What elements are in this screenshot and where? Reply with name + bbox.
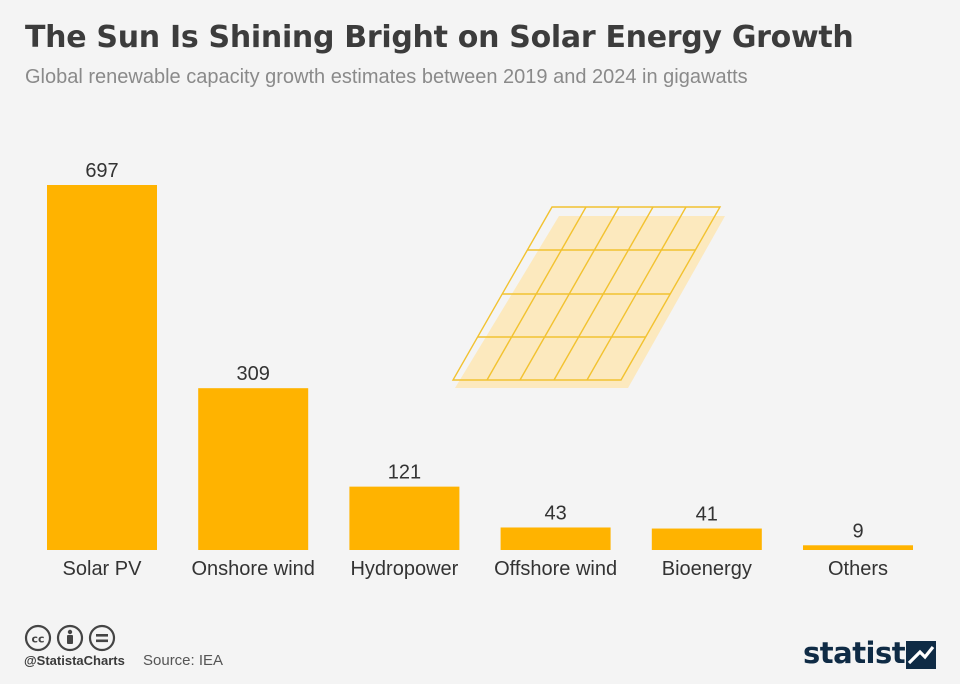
bar-value-solar-pv: 697 — [85, 160, 118, 182]
bar-hydropower — [349, 486, 460, 550]
bar-value-bioenergy: 41 — [696, 504, 718, 526]
footer-source: Source: IEA — [143, 652, 224, 669]
bar-value-offshore-wind: 43 — [544, 502, 566, 524]
bar-others — [803, 545, 913, 550]
category-label-onshore-wind: Onshore wind — [191, 558, 314, 580]
bar-bioenergy — [651, 528, 762, 550]
chart-subtitle: Global renewable capacity growth estimat… — [25, 66, 748, 88]
footer-handle[interactable]: @StatistaCharts — [24, 653, 125, 668]
bars-layer: 697 Solar PV 309 Onshore wind 121 Hydropower 4… — [47, 160, 913, 580]
statista-logo-icon — [906, 641, 936, 669]
bar-value-others: 9 — [852, 520, 863, 542]
no-derivatives-icon — [88, 624, 116, 652]
category-label-others: Others — [828, 558, 888, 580]
category-label-offshore-wind: Offshore wind — [494, 558, 617, 580]
creative-commons-icon: cc — [24, 624, 52, 652]
bar-value-hydropower: 121 — [388, 462, 421, 484]
solar-panel-icon — [451, 206, 725, 388]
license-icons: cc — [24, 624, 116, 652]
attribution-icon — [56, 624, 84, 652]
bar-chart: 697 Solar PV 309 Onshore wind 121 Hydropower 4… — [47, 160, 913, 580]
category-label-bioenergy: Bioenergy — [662, 558, 752, 580]
bar-value-onshore-wind: 309 — [237, 363, 270, 385]
bar-offshore-wind — [500, 527, 611, 550]
category-label-hydropower: Hydropower — [350, 558, 458, 580]
svg-text:cc: cc — [31, 633, 44, 646]
bar-solar-pv — [47, 185, 157, 550]
statista-logo[interactable]: statista — [803, 636, 925, 670]
bar-onshore-wind — [198, 388, 309, 550]
chart-title: The Sun Is Shining Bright on Solar Energ… — [25, 20, 854, 55]
category-label-solar-pv: Solar PV — [63, 558, 143, 580]
